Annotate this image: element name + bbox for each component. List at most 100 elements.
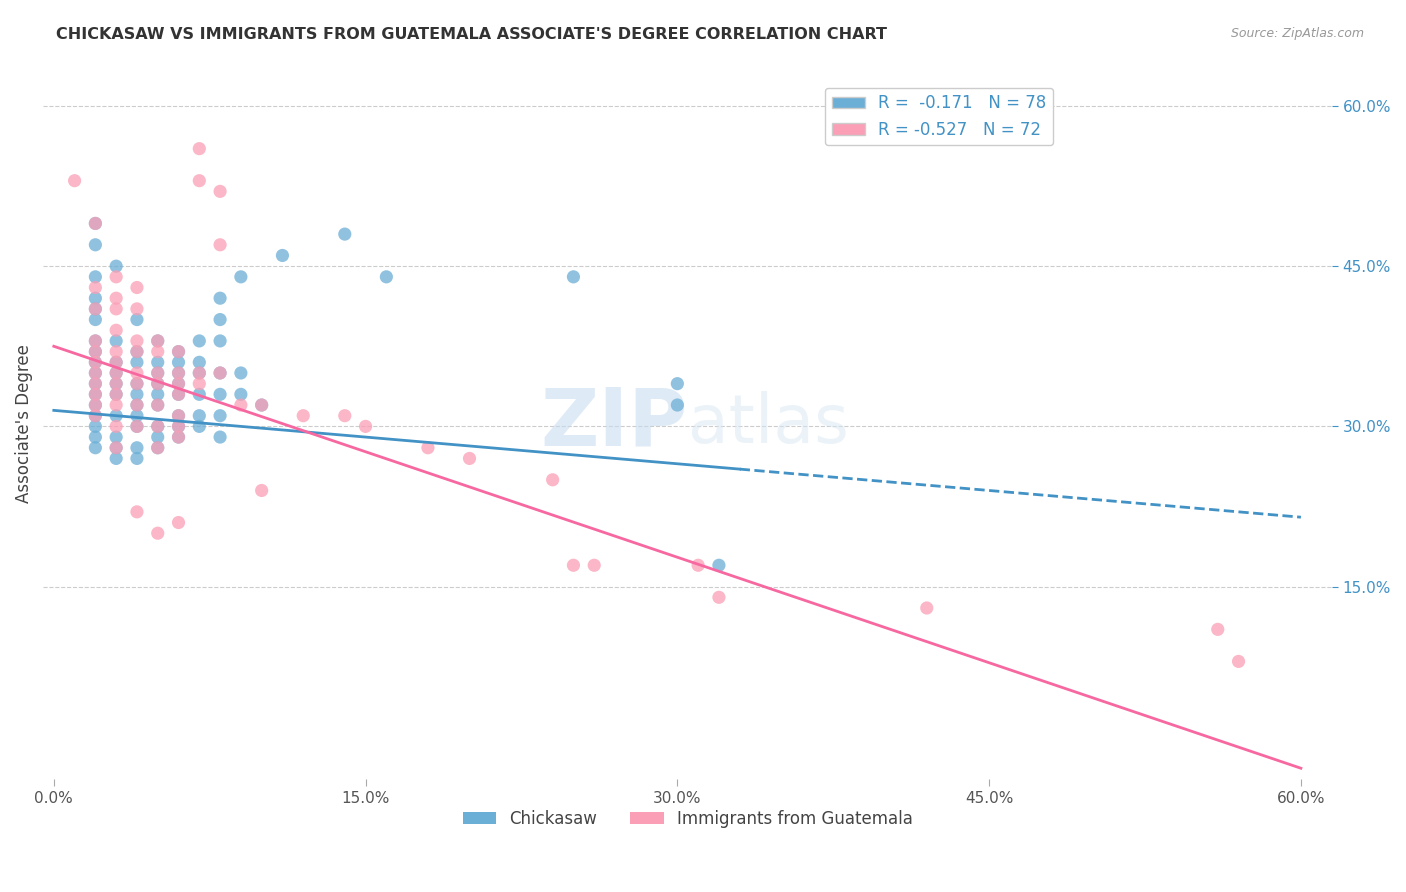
Point	[84, 376, 107, 391]
Point	[333, 409, 356, 423]
Point	[167, 419, 190, 434]
Point	[146, 419, 169, 434]
Point	[125, 312, 148, 326]
Point	[84, 312, 107, 326]
Point	[666, 398, 689, 412]
Point	[84, 376, 107, 391]
Point	[84, 344, 107, 359]
Point	[146, 366, 169, 380]
Point	[125, 355, 148, 369]
Point	[167, 516, 190, 530]
Point	[125, 376, 148, 391]
Point	[105, 398, 128, 412]
Point	[688, 558, 710, 573]
Y-axis label: Associate's Degree: Associate's Degree	[15, 344, 32, 503]
Point	[84, 430, 107, 444]
Point	[209, 312, 232, 326]
Point	[188, 409, 211, 423]
Point	[146, 355, 169, 369]
Point	[666, 376, 689, 391]
Point	[209, 430, 232, 444]
Point	[271, 248, 294, 262]
Point	[167, 409, 190, 423]
Point	[209, 334, 232, 348]
Point	[84, 366, 107, 380]
Point	[146, 419, 169, 434]
Point	[250, 398, 273, 412]
Point	[146, 441, 169, 455]
Point	[562, 269, 585, 284]
Point	[188, 334, 211, 348]
Point	[915, 601, 938, 615]
Point	[84, 344, 107, 359]
Point	[105, 387, 128, 401]
Point	[146, 398, 169, 412]
Point	[84, 269, 107, 284]
Point	[209, 291, 232, 305]
Text: atlas: atlas	[688, 391, 849, 457]
Point	[250, 483, 273, 498]
Point	[125, 344, 148, 359]
Point	[105, 355, 128, 369]
Point	[146, 526, 169, 541]
Point	[333, 227, 356, 241]
Point	[167, 430, 190, 444]
Point	[125, 366, 148, 380]
Text: Source: ZipAtlas.com: Source: ZipAtlas.com	[1230, 27, 1364, 40]
Point	[146, 387, 169, 401]
Point	[105, 344, 128, 359]
Point	[84, 280, 107, 294]
Point	[105, 269, 128, 284]
Point	[105, 366, 128, 380]
Point	[209, 409, 232, 423]
Point	[84, 291, 107, 305]
Point	[125, 409, 148, 423]
Point	[125, 387, 148, 401]
Point	[188, 419, 211, 434]
Point	[541, 473, 564, 487]
Point	[105, 409, 128, 423]
Point	[125, 344, 148, 359]
Point	[458, 451, 481, 466]
Point	[146, 441, 169, 455]
Point	[84, 301, 107, 316]
Point	[209, 366, 232, 380]
Point	[167, 366, 190, 380]
Point	[84, 334, 107, 348]
Point	[146, 334, 169, 348]
Point	[84, 419, 107, 434]
Point	[188, 376, 211, 391]
Point	[105, 387, 128, 401]
Point	[84, 334, 107, 348]
Point	[125, 398, 148, 412]
Point	[105, 430, 128, 444]
Point	[188, 366, 211, 380]
Point	[84, 398, 107, 412]
Point	[188, 366, 211, 380]
Point	[167, 366, 190, 380]
Point	[583, 558, 606, 573]
Point	[105, 291, 128, 305]
Point	[188, 142, 211, 156]
Point	[84, 387, 107, 401]
Legend: Chickasaw, Immigrants from Guatemala: Chickasaw, Immigrants from Guatemala	[456, 803, 920, 835]
Point	[105, 334, 128, 348]
Point	[146, 344, 169, 359]
Point	[84, 216, 107, 230]
Point	[188, 174, 211, 188]
Point	[125, 376, 148, 391]
Point	[209, 387, 232, 401]
Point	[354, 419, 377, 434]
Point	[146, 376, 169, 391]
Point	[125, 419, 148, 434]
Point	[167, 387, 190, 401]
Point	[84, 409, 107, 423]
Point	[125, 334, 148, 348]
Point	[416, 441, 439, 455]
Point	[209, 185, 232, 199]
Point	[229, 269, 252, 284]
Point	[105, 259, 128, 273]
Point	[146, 376, 169, 391]
Point	[167, 409, 190, 423]
Point	[188, 387, 211, 401]
